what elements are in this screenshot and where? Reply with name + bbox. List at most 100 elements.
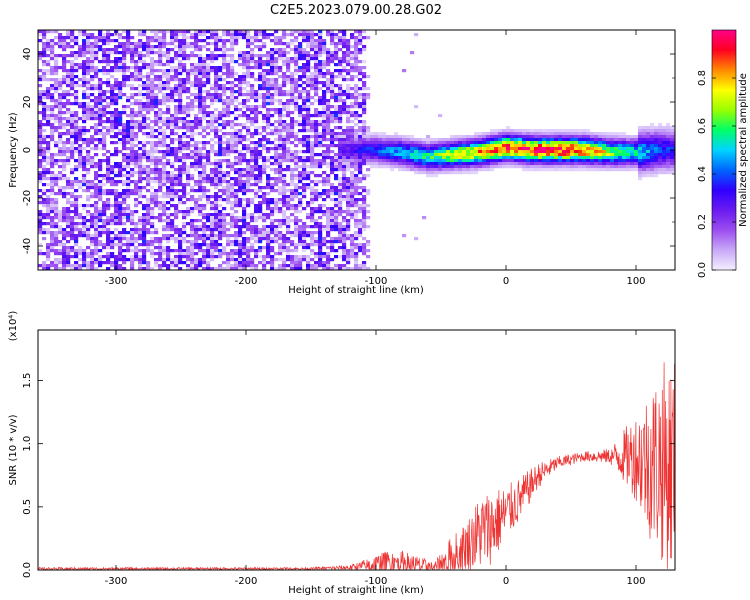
heatmap-cell bbox=[206, 162, 211, 166]
heatmap-cell bbox=[54, 84, 59, 88]
heatmap-cell bbox=[198, 195, 203, 199]
heatmap-cell bbox=[206, 93, 211, 97]
heatmap-cell bbox=[326, 108, 331, 112]
heatmap-cell bbox=[302, 30, 307, 34]
heatmap-cell bbox=[350, 96, 355, 100]
heatmap-cell bbox=[130, 222, 135, 226]
heatmap-cell bbox=[170, 138, 175, 142]
heatmap-cell bbox=[170, 198, 175, 202]
heatmap-cell bbox=[238, 78, 243, 82]
heatmap-cell bbox=[266, 207, 271, 211]
heatmap-cell bbox=[470, 162, 475, 166]
heatmap-cell bbox=[282, 33, 287, 37]
heatmap-cell bbox=[74, 168, 79, 172]
heatmap-cell bbox=[122, 72, 127, 76]
heatmap-cell bbox=[46, 108, 51, 112]
heatmap-cell bbox=[402, 234, 407, 238]
heatmap-cell bbox=[54, 102, 59, 106]
heatmap-cell bbox=[182, 39, 187, 43]
heatmap-cell bbox=[334, 105, 339, 109]
heatmap-cell bbox=[474, 153, 479, 157]
heatmap-cell bbox=[310, 258, 315, 262]
heatmap-cell bbox=[138, 255, 143, 259]
heatmap-cell bbox=[94, 162, 99, 166]
heatmap-cell bbox=[314, 264, 319, 268]
heatmap-cell bbox=[286, 204, 291, 208]
heatmap-cell bbox=[194, 225, 199, 229]
heatmap-cell bbox=[218, 99, 223, 103]
heatmap-cell bbox=[102, 114, 107, 118]
heatmap-cell bbox=[74, 54, 79, 58]
heatmap-cell bbox=[118, 114, 123, 118]
heatmap-cell bbox=[62, 48, 67, 52]
heatmap-cell bbox=[98, 45, 103, 49]
heatmap-cell bbox=[214, 135, 219, 139]
heatmap-cell bbox=[258, 138, 263, 142]
heatmap-cell bbox=[82, 252, 87, 256]
heatmap-cell bbox=[138, 129, 143, 133]
heatmap-cell bbox=[230, 258, 235, 262]
heatmap-cell bbox=[130, 147, 135, 151]
heatmap-cell bbox=[310, 33, 315, 37]
heatmap-cell bbox=[114, 228, 119, 232]
heatmap-cell bbox=[106, 177, 111, 181]
heatmap-cell bbox=[94, 210, 99, 214]
heatmap-cell bbox=[282, 42, 287, 46]
heatmap-cell bbox=[298, 129, 303, 133]
heatmap-cell bbox=[46, 105, 51, 109]
heatmap-cell bbox=[82, 228, 87, 232]
heatmap-cell bbox=[338, 186, 343, 190]
heatmap-cell bbox=[262, 30, 267, 34]
heatmap-cell bbox=[134, 249, 139, 253]
heatmap-cell bbox=[266, 117, 271, 121]
heatmap-cell bbox=[318, 141, 323, 145]
heatmap-cell bbox=[134, 159, 139, 163]
heatmap-cell bbox=[126, 36, 131, 40]
heatmap-cell bbox=[226, 237, 231, 241]
heatmap-cell bbox=[334, 111, 339, 115]
heatmap-cell bbox=[342, 156, 347, 160]
heatmap-cell bbox=[90, 186, 95, 190]
heatmap-cell bbox=[310, 66, 315, 70]
heatmap-cell bbox=[354, 57, 359, 61]
heatmap-cell bbox=[242, 78, 247, 82]
heatmap-cell bbox=[182, 135, 187, 139]
heatmap-cell bbox=[134, 99, 139, 103]
heatmap-cell bbox=[222, 261, 227, 265]
heatmap-cell bbox=[278, 264, 283, 268]
heatmap-cell bbox=[322, 120, 327, 124]
heatmap-cell bbox=[54, 261, 59, 265]
heatmap-cell bbox=[106, 42, 111, 46]
heatmap-cell bbox=[202, 240, 207, 244]
heatmap-cell bbox=[162, 69, 167, 73]
heatmap-cell bbox=[342, 51, 347, 55]
heatmap-cell bbox=[230, 93, 235, 97]
heatmap-cell bbox=[222, 222, 227, 226]
heatmap-cell bbox=[242, 63, 247, 67]
heatmap-cell bbox=[134, 51, 139, 55]
heatmap-cell bbox=[170, 33, 175, 37]
heatmap-cell bbox=[46, 204, 51, 208]
heatmap-cell bbox=[90, 183, 95, 187]
heatmap-cell bbox=[450, 165, 455, 169]
heatmap-cell bbox=[162, 63, 167, 67]
heatmap-cell bbox=[134, 135, 139, 139]
heatmap-cell bbox=[98, 195, 103, 199]
heatmap-cell bbox=[338, 177, 343, 181]
heatmap-cell bbox=[318, 243, 323, 247]
heatmap-cell bbox=[338, 240, 343, 244]
heatmap-cell bbox=[162, 237, 167, 241]
heatmap-cell bbox=[126, 66, 131, 70]
heatmap-cell bbox=[66, 132, 71, 136]
heatmap-cell bbox=[254, 108, 259, 112]
heatmap-cell bbox=[302, 114, 307, 118]
heatmap-cell bbox=[354, 84, 359, 88]
heatmap-cell bbox=[126, 180, 131, 184]
heatmap-cell bbox=[146, 219, 151, 223]
heatmap-cell bbox=[214, 192, 219, 196]
heatmap-cell bbox=[182, 90, 187, 94]
heatmap-cell bbox=[318, 180, 323, 184]
heatmap-cell bbox=[138, 153, 143, 157]
heatmap-cell bbox=[298, 75, 303, 79]
heatmap-cell bbox=[174, 114, 179, 118]
